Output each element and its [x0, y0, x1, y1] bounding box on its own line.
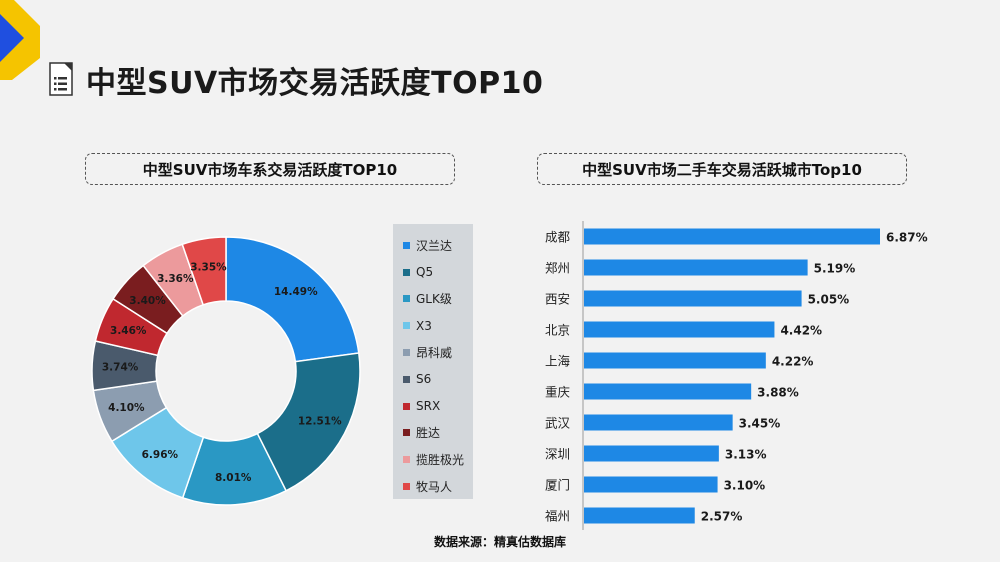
- bar-1: [584, 228, 880, 245]
- donut-slice-label: 12.51%: [298, 415, 342, 427]
- bar-value-label: 3.45%: [739, 417, 781, 431]
- legend-swatch: [403, 268, 410, 276]
- donut-slice-1: [225, 236, 360, 363]
- legend-item: Q5: [393, 259, 473, 286]
- donut-slice-10: [181, 236, 227, 306]
- page-title: 中型SUV市场交易活跃度TOP10: [86, 66, 544, 101]
- bar-category-label: 武汉: [545, 416, 571, 431]
- legend-swatch: [403, 241, 410, 249]
- bar-3: [584, 290, 802, 307]
- bar-value-label: 4.42%: [780, 324, 822, 338]
- donut-slice-label: 3.40%: [129, 295, 166, 307]
- bar-value-label: 3.88%: [757, 386, 799, 400]
- bar-category-label: 重庆: [545, 385, 571, 400]
- corner-logo: [0, 0, 40, 80]
- bar-category-label: 北京: [545, 323, 570, 338]
- legend-swatch: [403, 402, 410, 410]
- legend-item: GLK级: [393, 286, 473, 313]
- bar-4: [584, 321, 775, 338]
- donut-slice-2: [256, 352, 361, 492]
- legend-label: Q5: [416, 265, 434, 280]
- legend-item: SRX: [393, 393, 473, 420]
- donut-chart-title: 中型SUV市场车系交易活跃度TOP10: [85, 153, 455, 185]
- legend-item: 牧马人: [393, 473, 473, 500]
- bar-category-label: 深圳: [545, 447, 570, 462]
- donut-slice-label: 3.46%: [110, 325, 147, 337]
- legend-swatch: [403, 322, 410, 330]
- donut-slice-label: 3.74%: [102, 362, 139, 374]
- bar-2: [584, 259, 808, 276]
- legend-item: 胜达: [393, 420, 473, 447]
- bar-5: [584, 352, 766, 369]
- legend-label: 昂科威: [416, 346, 453, 361]
- data-source-note: 数据来源：精真估数据库: [433, 535, 566, 549]
- legend-swatch: [403, 483, 410, 491]
- legend-label: X3: [416, 318, 432, 333]
- bar-10: [584, 507, 695, 524]
- legend-item: 汉兰达: [393, 232, 473, 259]
- legend-label: 胜达: [416, 426, 441, 441]
- bar-category-label: 郑州: [545, 261, 570, 276]
- bar-value-label: 2.57%: [701, 510, 743, 524]
- legend-swatch: [403, 295, 410, 303]
- legend-label: GLK级: [416, 292, 452, 307]
- bar-value-label: 4.22%: [772, 355, 814, 369]
- legend-swatch: [403, 456, 410, 464]
- bar-8: [584, 445, 719, 462]
- donut-slice-label: 4.10%: [108, 402, 145, 414]
- bar-6: [584, 383, 752, 400]
- legend-label: 揽胜极光: [416, 453, 465, 468]
- donut-slice-label: 8.01%: [215, 472, 252, 484]
- legend-swatch: [403, 375, 410, 383]
- bar-7: [584, 414, 733, 431]
- legend-label: 牧马人: [416, 480, 453, 495]
- bar-category-label: 成都: [545, 230, 571, 245]
- bar-value-label: 3.13%: [725, 448, 767, 462]
- legend-label: 汉兰达: [416, 238, 453, 253]
- legend-item: 揽胜极光: [393, 446, 473, 473]
- donut-slice-label: 14.49%: [274, 286, 318, 298]
- donut-slice-label: 3.35%: [190, 261, 227, 273]
- bar-category-label: 西安: [545, 292, 570, 307]
- legend-item: X3: [393, 312, 473, 339]
- donut-slice-label: 3.36%: [157, 273, 194, 285]
- legend-label: S6: [416, 372, 432, 387]
- legend-item: 昂科威: [393, 339, 473, 366]
- bar-category-label: 上海: [545, 354, 571, 369]
- bar-value-label: 5.05%: [808, 293, 850, 307]
- bar-9: [584, 476, 718, 493]
- bar-chart-title: 中型SUV市场二手车交易活跃城市Top10: [537, 153, 907, 185]
- legend-label: SRX: [416, 399, 441, 414]
- bar-category-label: 福州: [545, 509, 570, 524]
- legend-item: S6: [393, 366, 473, 393]
- legend-swatch: [403, 349, 410, 357]
- bar-category-label: 厦门: [545, 478, 570, 493]
- bar-value-label: 5.19%: [814, 262, 856, 276]
- donut-chart: 14.49% 12.51% 8.01% 6.96% 4.10% 3.74% 3.46% 3.4…: [91, 236, 361, 506]
- donut-legend: 汉兰达 Q5 GLK级 X3 昂科威 S6 SRX 胜达揽胜极光牧马人: [393, 224, 473, 499]
- document-list-icon: [49, 62, 73, 96]
- bar-value-label: 3.10%: [724, 479, 766, 493]
- legend-swatch: [403, 429, 410, 437]
- bar-value-label: 6.87%: [886, 231, 928, 245]
- donut-slice-label: 6.96%: [142, 449, 179, 461]
- bar-chart: 成都 6.87% 郑州 5.19% 西安 5.05% 北京 4.42% 上海 4.22% 重庆 3.8…: [545, 221, 928, 530]
